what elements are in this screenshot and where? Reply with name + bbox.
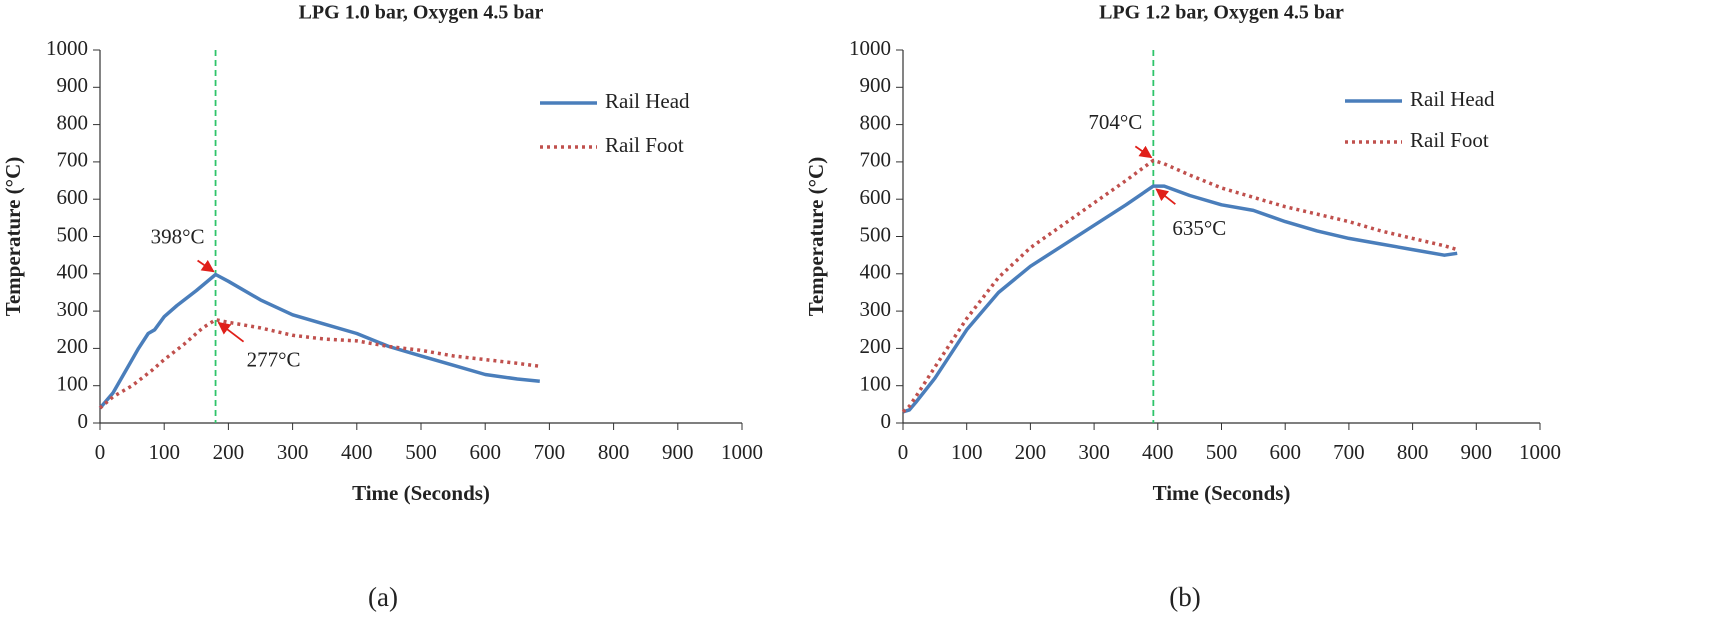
x-tick-label: 600 xyxy=(469,440,501,464)
legend-label: Rail Head xyxy=(1410,87,1495,111)
y-tick-label: 700 xyxy=(860,148,892,172)
legend-label: Rail Head xyxy=(605,89,690,113)
x-tick-label: 100 xyxy=(148,440,180,464)
x-axis-label: Time (Seconds) xyxy=(1153,481,1291,505)
annotation-arrow xyxy=(1155,188,1176,205)
y-tick-label: 900 xyxy=(57,73,89,97)
x-axis-label: Time (Seconds) xyxy=(352,481,490,505)
y-tick-label: 0 xyxy=(78,409,89,433)
x-tick-label: 400 xyxy=(341,440,373,464)
y-tick-label: 800 xyxy=(860,110,892,134)
x-tick-label: 1000 xyxy=(721,440,763,464)
series-line xyxy=(98,272,540,410)
x-tick-label: 0 xyxy=(95,440,106,464)
annotation: 398°C xyxy=(151,224,205,248)
y-tick-label: 300 xyxy=(57,297,89,321)
y-tick-label: 900 xyxy=(860,73,892,97)
annotation-arrow xyxy=(1134,145,1153,159)
x-tick-label: 500 xyxy=(405,440,437,464)
x-tick-label: 900 xyxy=(662,440,694,464)
panel-label: (b) xyxy=(1169,582,1200,612)
series-line xyxy=(98,317,541,410)
y-tick-label: 400 xyxy=(57,260,89,284)
x-tick-label: 900 xyxy=(1461,440,1493,464)
y-tick-label: 200 xyxy=(57,334,89,358)
x-tick-label: 200 xyxy=(1015,440,1047,464)
legend-label: Rail Foot xyxy=(605,133,684,157)
annotation: 704°C xyxy=(1088,110,1142,134)
y-axis-label: Temperature (°C) xyxy=(804,157,828,316)
panel-label: (a) xyxy=(368,582,398,612)
y-tick-label: 300 xyxy=(860,297,892,321)
x-tick-label: 700 xyxy=(1333,440,1365,464)
x-tick-label: 800 xyxy=(1397,440,1429,464)
y-axis-label: Temperature (°C) xyxy=(1,157,25,316)
series-line xyxy=(901,158,1458,414)
y-tick-label: 1000 xyxy=(849,36,891,60)
chart-title: LPG 1.0 bar, Oxygen 4.5 bar xyxy=(299,2,544,24)
series-line xyxy=(902,184,1458,414)
y-tick-label: 400 xyxy=(860,260,892,284)
chart-title: LPG 1.2 bar, Oxygen 4.5 bar xyxy=(1099,2,1344,24)
legend-label: Rail Foot xyxy=(1410,128,1489,152)
y-tick-label: 0 xyxy=(881,409,892,433)
y-tick-label: 500 xyxy=(860,222,892,246)
y-tick-label: 600 xyxy=(860,185,892,209)
y-tick-label: 500 xyxy=(57,222,89,246)
y-tick-label: 800 xyxy=(57,110,89,134)
x-tick-label: 100 xyxy=(951,440,983,464)
y-tick-label: 200 xyxy=(860,334,892,358)
x-tick-label: 400 xyxy=(1142,440,1174,464)
y-tick-label: 700 xyxy=(57,148,89,172)
annotation: 635°C xyxy=(1172,216,1226,240)
annotation-arrow xyxy=(197,259,215,273)
y-tick-label: 100 xyxy=(860,372,892,396)
x-tick-label: 1000 xyxy=(1519,440,1561,464)
y-tick-label: 1000 xyxy=(46,36,88,60)
x-tick-label: 0 xyxy=(898,440,909,464)
x-tick-label: 300 xyxy=(277,440,309,464)
y-tick-label: 100 xyxy=(57,372,89,396)
x-tick-label: 500 xyxy=(1206,440,1238,464)
annotation-arrow xyxy=(217,321,245,343)
x-tick-label: 600 xyxy=(1269,440,1301,464)
x-tick-label: 800 xyxy=(598,440,630,464)
annotation: 277°C xyxy=(247,347,301,371)
y-tick-label: 600 xyxy=(57,185,89,209)
x-tick-label: 700 xyxy=(534,440,566,464)
x-tick-label: 200 xyxy=(213,440,245,464)
x-tick-label: 300 xyxy=(1078,440,1110,464)
